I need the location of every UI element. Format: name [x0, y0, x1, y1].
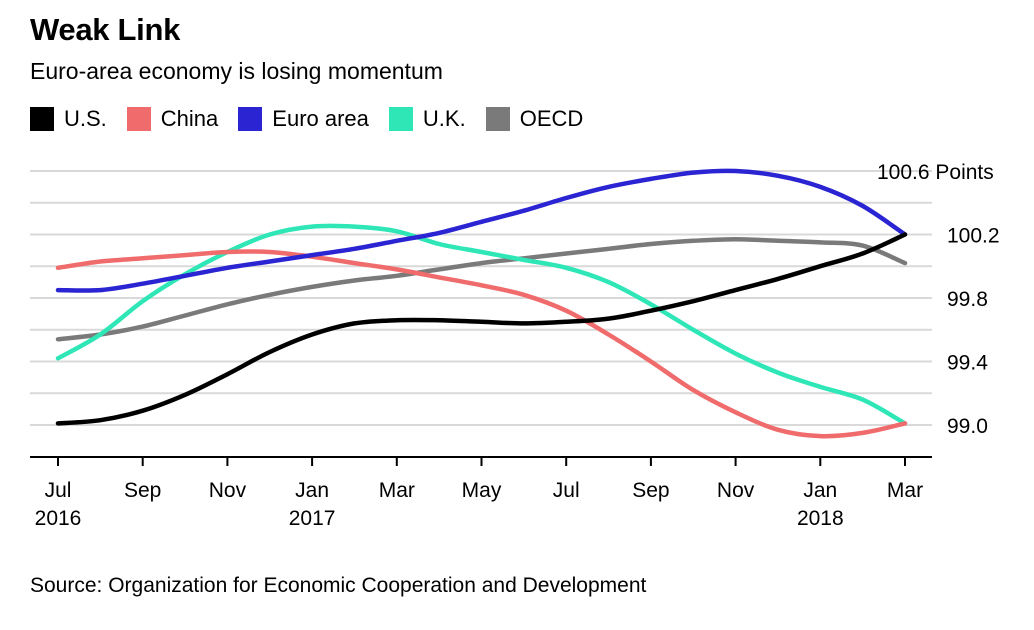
y-tick-label: 100.2 — [947, 225, 1000, 248]
x-tick-label: May — [462, 479, 502, 502]
source-note: Source: Organization for Economic Cooper… — [30, 574, 647, 597]
legend-item-china: China — [126, 106, 219, 132]
legend-swatch — [238, 107, 263, 131]
legend-item-euro-area: Euro area — [238, 106, 369, 132]
legend-item-u-s: U.S. — [30, 106, 107, 132]
series-line-u-k — [55, 223, 908, 426]
y-tick-label: 100.6 Points — [877, 161, 994, 184]
x-tick-year-label: 2016 — [35, 507, 82, 530]
y-tick-label: 99.4 — [947, 352, 988, 375]
x-tick-label: Sep — [632, 479, 669, 502]
legend-label: China — [160, 106, 219, 131]
x-tick-label: Jul — [45, 479, 72, 502]
legend-label: U.K. — [422, 106, 466, 131]
legend-label: OECD — [519, 106, 584, 131]
x-tick-label: Mar — [379, 479, 415, 502]
x-tick-label: Mar — [887, 479, 923, 502]
series-line-china — [55, 249, 908, 439]
x-tick-label: Nov — [717, 479, 755, 502]
chart-subtitle: Euro-area economy is losing momentum — [30, 58, 443, 84]
y-tick-label: 99.0 — [947, 415, 988, 438]
x-tick-year-label: 2018 — [797, 507, 844, 530]
legend-swatch — [30, 107, 54, 131]
legend-swatch — [126, 107, 151, 131]
x-tick-label: Sep — [124, 479, 161, 502]
legend-label: Euro area — [272, 106, 369, 131]
legend-item-oecd: OECD — [485, 106, 584, 132]
x-tick-label: Nov — [209, 479, 247, 502]
x-tick-year-label: 2017 — [289, 507, 336, 530]
legend: U.S. China Euro area U.K. OECD — [30, 106, 603, 132]
series-line-oecd — [55, 237, 908, 342]
x-tick-label: Jan — [803, 479, 837, 502]
x-tick-label: Jan — [295, 479, 329, 502]
x-tick-label: Jul — [553, 479, 580, 502]
series-line-euro-area — [55, 168, 908, 293]
line-chart: 100.6 Points 100.2 99.8 99.4 99.0 Jul 2016 Sep N… — [30, 161, 1000, 530]
chart-title: Weak Link — [30, 12, 181, 47]
legend-swatch — [485, 107, 510, 131]
legend-label: U.S. — [64, 106, 107, 131]
legend-swatch — [388, 107, 413, 131]
y-tick-label: 99.8 — [947, 288, 988, 311]
series-line-u-s — [55, 232, 908, 426]
legend-item-u-k: U.K. — [388, 106, 466, 132]
